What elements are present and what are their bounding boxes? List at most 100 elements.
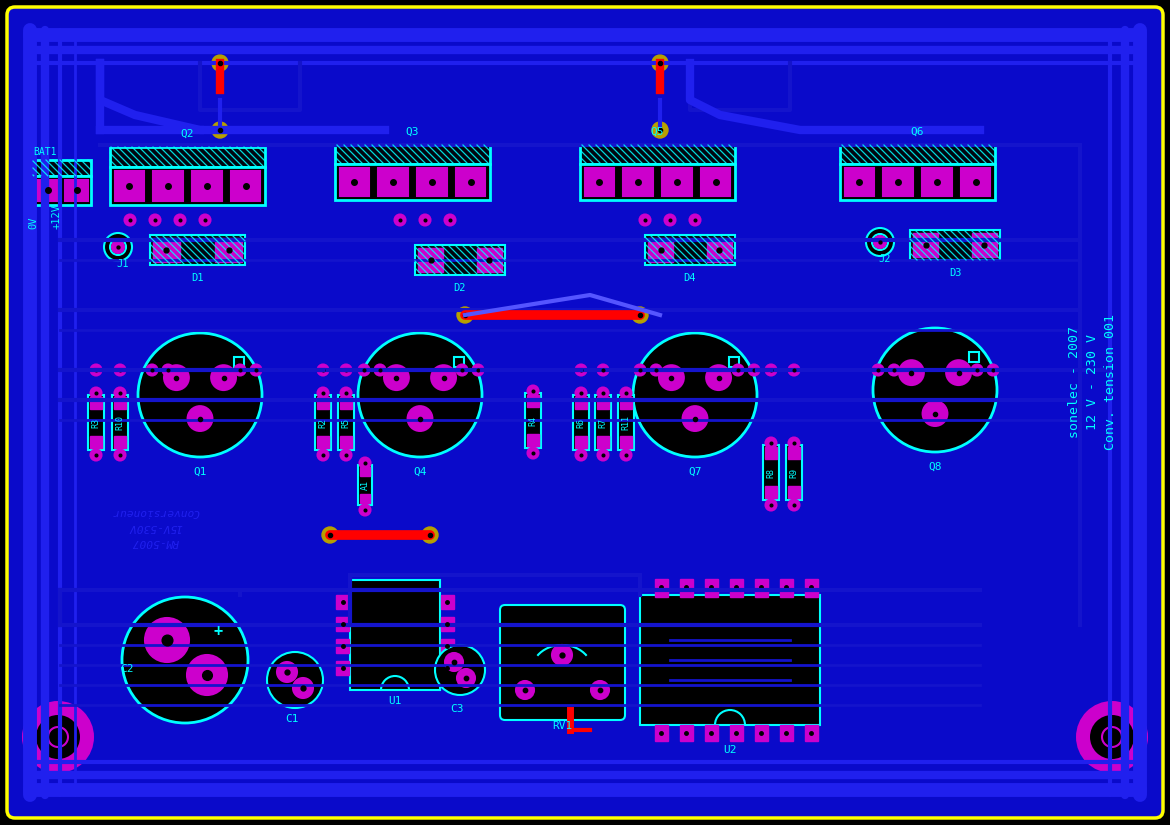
Circle shape	[682, 406, 708, 431]
Bar	[33, 160, 91, 176]
Text: RV1: RV1	[552, 721, 572, 731]
Circle shape	[394, 214, 406, 225]
Text: U1: U1	[388, 696, 401, 706]
Bar	[336, 595, 349, 609]
Bar	[336, 661, 349, 675]
Circle shape	[90, 450, 102, 460]
Text: Conversioneur: Conversioneur	[111, 507, 199, 517]
Bar	[969, 352, 979, 362]
Text: D3: D3	[949, 268, 962, 278]
Text: D4: D4	[683, 273, 696, 283]
Bar	[350, 580, 440, 690]
Text: Q1: Q1	[193, 467, 207, 477]
Circle shape	[122, 597, 248, 723]
Bar	[624, 168, 653, 196]
Bar	[526, 434, 539, 446]
Bar	[763, 445, 779, 500]
Circle shape	[90, 365, 102, 375]
Circle shape	[598, 365, 608, 375]
Bar	[648, 238, 673, 262]
Bar	[90, 397, 102, 409]
Circle shape	[317, 365, 329, 375]
Text: Q5: Q5	[651, 127, 665, 137]
Bar	[805, 579, 818, 597]
Circle shape	[457, 669, 475, 687]
Circle shape	[987, 365, 998, 375]
Circle shape	[640, 214, 651, 225]
Bar	[317, 436, 329, 448]
Text: U2: U2	[723, 745, 737, 755]
Bar	[662, 168, 691, 196]
Circle shape	[138, 333, 262, 457]
Bar	[913, 233, 938, 257]
Bar	[88, 395, 104, 450]
Bar	[730, 725, 743, 741]
Circle shape	[200, 214, 211, 225]
Bar	[456, 168, 486, 196]
Circle shape	[340, 450, 351, 460]
Text: C3: C3	[450, 704, 463, 714]
Bar	[597, 397, 610, 409]
Circle shape	[164, 365, 188, 390]
Circle shape	[866, 228, 894, 256]
Circle shape	[473, 365, 483, 375]
Bar	[33, 176, 91, 205]
Text: Q6: Q6	[910, 127, 924, 137]
Bar	[113, 397, 126, 409]
Text: R10: R10	[116, 415, 124, 430]
Bar	[113, 436, 126, 448]
Text: Conv. tension 001: Conv. tension 001	[1103, 314, 1116, 450]
Bar	[230, 172, 261, 201]
Circle shape	[234, 365, 246, 375]
Circle shape	[211, 365, 236, 390]
Circle shape	[516, 681, 534, 699]
Circle shape	[971, 365, 983, 375]
Circle shape	[322, 527, 338, 543]
Bar	[477, 248, 502, 272]
FancyBboxPatch shape	[7, 7, 1163, 818]
Bar	[755, 579, 768, 597]
Circle shape	[899, 361, 924, 385]
Circle shape	[267, 652, 323, 708]
Bar	[596, 395, 611, 450]
Bar	[336, 617, 349, 631]
Circle shape	[576, 365, 586, 375]
Bar	[115, 172, 144, 201]
Text: R5: R5	[342, 417, 351, 427]
Circle shape	[422, 527, 438, 543]
Bar	[153, 238, 180, 262]
Bar	[378, 168, 408, 196]
Bar	[786, 445, 801, 500]
Text: C1: C1	[285, 714, 298, 724]
Bar	[340, 397, 352, 409]
Circle shape	[22, 701, 94, 773]
Circle shape	[187, 406, 213, 431]
Bar	[317, 397, 329, 409]
Bar	[707, 238, 732, 262]
Bar	[805, 725, 818, 741]
Text: C2: C2	[121, 664, 133, 674]
Bar	[789, 447, 800, 459]
Bar	[922, 168, 951, 196]
Text: RM-5007: RM-5007	[131, 537, 179, 547]
Bar	[340, 436, 352, 448]
Text: Q8: Q8	[928, 462, 942, 472]
Bar	[574, 436, 587, 448]
Circle shape	[652, 122, 668, 138]
FancyBboxPatch shape	[500, 605, 625, 720]
Circle shape	[789, 437, 799, 449]
Text: R8: R8	[766, 468, 776, 478]
Circle shape	[277, 662, 297, 682]
Text: Q3: Q3	[406, 127, 419, 137]
Circle shape	[873, 365, 883, 375]
Bar	[789, 486, 800, 498]
Bar	[701, 168, 730, 196]
Bar	[585, 168, 614, 196]
Circle shape	[888, 365, 900, 375]
Bar	[706, 579, 718, 597]
Bar	[526, 395, 539, 407]
Circle shape	[651, 365, 661, 375]
Bar	[910, 230, 1000, 260]
Circle shape	[659, 365, 683, 390]
Circle shape	[765, 365, 777, 375]
